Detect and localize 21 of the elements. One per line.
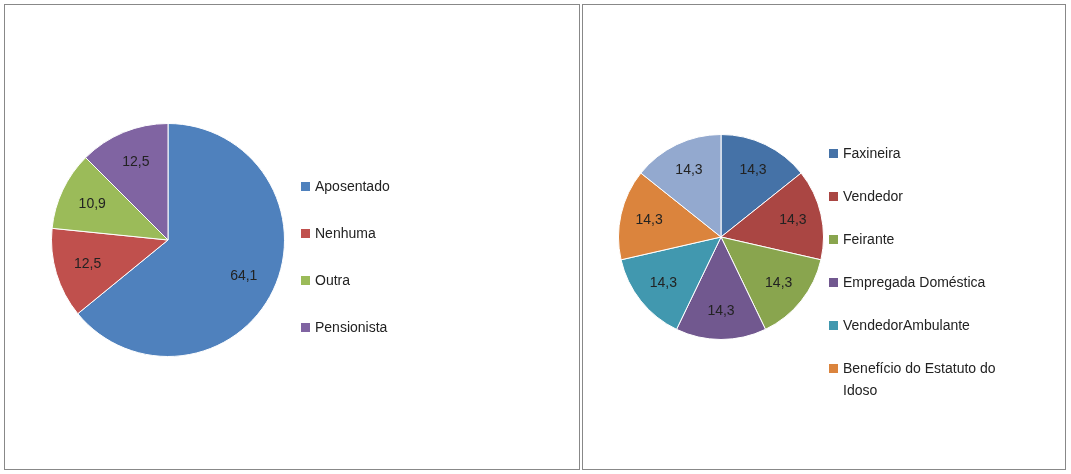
data-label: 14,3 [649, 273, 678, 290]
data-label: 14,3 [635, 211, 663, 228]
legend-label: Vendedor [843, 187, 903, 206]
legend-label: Outra [315, 271, 351, 290]
legend-label: Faxineira [843, 144, 901, 163]
legend-label: Feirante [843, 230, 895, 249]
data-label: 14,3 [675, 161, 703, 178]
data-label: 14,3 [707, 301, 735, 318]
legend-label: Nenhuma [315, 224, 376, 243]
data-label: 14,3 [779, 211, 807, 228]
legend-label: Aposentado [315, 177, 390, 196]
legend-label: Benefício do Estatuto do Idoso [843, 359, 997, 400]
data-label: 14,3 [739, 161, 767, 178]
legend-label: Empregada Doméstica [843, 273, 986, 292]
legend-label: VendedorAmbulante [843, 316, 970, 335]
data-label: 14,3 [765, 273, 793, 290]
legend-label: Pensionista [315, 318, 388, 337]
data-label: 64,1 [230, 266, 258, 283]
data-label: 12,5 [122, 153, 150, 170]
data-label: 10,9 [78, 194, 107, 211]
data-label: 12,5 [74, 255, 102, 272]
